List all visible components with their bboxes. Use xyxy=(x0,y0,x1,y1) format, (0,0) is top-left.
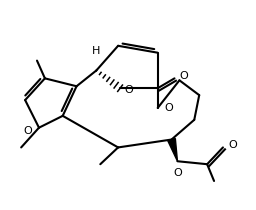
Polygon shape xyxy=(168,139,177,161)
Text: O: O xyxy=(125,85,133,95)
Text: O: O xyxy=(164,103,173,113)
Text: O: O xyxy=(173,168,182,178)
Text: O: O xyxy=(179,71,188,81)
Text: O: O xyxy=(228,140,237,150)
Text: H: H xyxy=(92,46,101,56)
Text: O: O xyxy=(24,126,33,136)
